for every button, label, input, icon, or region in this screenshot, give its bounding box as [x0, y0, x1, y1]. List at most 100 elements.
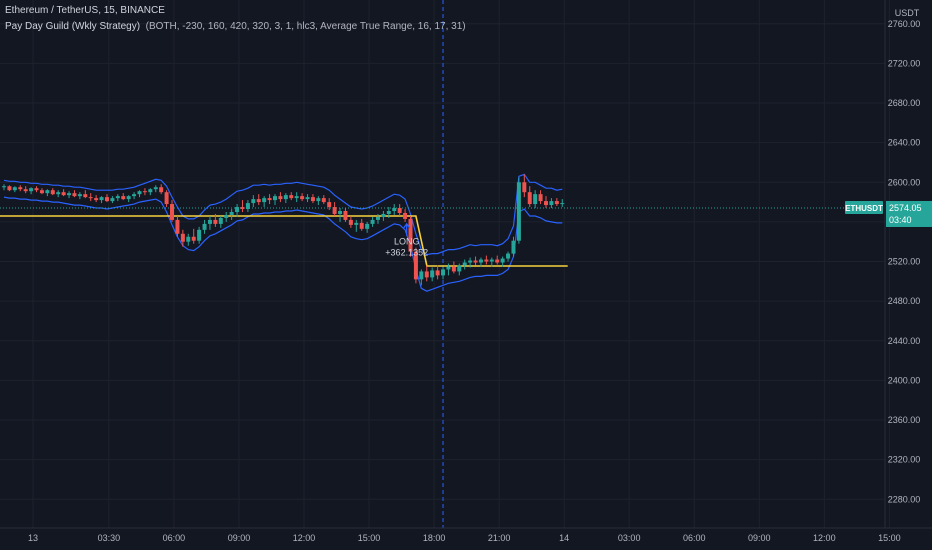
price-tick-label: 2480.00: [888, 296, 921, 306]
candle-body: [310, 197, 315, 202]
candle-body: [94, 198, 99, 201]
price-tick-label: 2760.00: [888, 19, 921, 29]
candle-body: [533, 194, 538, 205]
last-price-value: 2574.05: [889, 203, 922, 213]
candle-body: [516, 182, 521, 241]
time-tick-label: 21:00: [488, 533, 511, 543]
candle-body: [99, 197, 104, 201]
trade-marker[interactable]: LONG +362.1352: [385, 222, 428, 258]
time-tick-label: 15:00: [878, 533, 901, 543]
candle-body: [538, 194, 543, 202]
price-tick-label: 2520.00: [888, 257, 921, 267]
candle-body: [229, 211, 234, 215]
candle-body: [137, 191, 142, 195]
candle-body: [441, 269, 446, 276]
candle-body: [186, 236, 191, 242]
candle-body: [18, 187, 23, 190]
candle-body: [126, 196, 131, 200]
candle-body: [7, 186, 12, 191]
price-tag: ETHUSDT 2574.05 03:40: [845, 200, 932, 227]
candle-body: [462, 262, 467, 266]
candle-body: [544, 201, 548, 206]
price-tick-label: 2640.00: [888, 138, 921, 148]
symbol-tag-label: ETHUSDT: [845, 204, 883, 213]
candle-body: [245, 203, 250, 210]
candle-body: [267, 198, 272, 201]
price-tick-label: 2280.00: [888, 494, 921, 504]
price-tick-label: 2680.00: [888, 98, 921, 108]
candle-body: [197, 229, 202, 241]
candle-body: [77, 194, 82, 197]
time-tick-label: 12:00: [813, 533, 836, 543]
candles: [2, 174, 565, 286]
candle-body: [419, 271, 424, 280]
candle-body: [473, 260, 478, 263]
symbol-tag: [845, 200, 883, 214]
time-tick-label: 09:00: [748, 533, 771, 543]
candle-body: [397, 208, 402, 213]
candle-body: [457, 265, 462, 272]
candle-body: [413, 251, 418, 280]
time-tick-label: 06:00: [163, 533, 186, 543]
trade-side-label: LONG: [394, 237, 420, 247]
atr-band-upper: [3, 173, 563, 256]
candle-body: [424, 271, 429, 278]
candle-body: [403, 212, 408, 219]
candle-body: [159, 187, 164, 193]
time-tick-label: 13: [28, 533, 38, 543]
trade-profit-label: +362.1352: [385, 248, 428, 258]
candle-body: [153, 187, 158, 190]
candle-body: [164, 192, 169, 205]
price-tick-label: 2440.00: [888, 336, 921, 346]
candle-body: [321, 198, 326, 203]
time-tick-label: 15:00: [358, 533, 381, 543]
candle-body: [29, 188, 34, 192]
price-tick-label: 2360.00: [888, 415, 921, 425]
candle-body: [332, 207, 337, 214]
candle-body: [88, 197, 93, 199]
candle-body: [522, 182, 527, 193]
candle-body: [489, 259, 494, 262]
bar-countdown: 03:40: [889, 215, 912, 225]
candle-body: [175, 219, 180, 234]
candle-body: [506, 253, 511, 259]
strategy-legend[interactable]: Pay Day Guild (Wkly Strategy) (BOTH, -23…: [5, 21, 466, 32]
candle-body: [386, 211, 391, 214]
candle-body: [408, 218, 413, 252]
candle-body: [343, 211, 348, 220]
strategy-params: (BOTH, -230, 160, 420, 320, 3, 1, hlc3, …: [145, 21, 466, 32]
price-axis[interactable]: 2760.002720.002680.002640.002600.002560.…: [888, 19, 921, 504]
candle-body: [446, 266, 451, 270]
time-tick-label: 12:00: [293, 533, 316, 543]
candle-body: [34, 188, 39, 191]
atr-band-lower: [3, 196, 563, 292]
candle-body: [115, 196, 120, 199]
candle-body: [61, 192, 66, 196]
candle-body: [375, 216, 380, 220]
price-tick-label: 2720.00: [888, 58, 921, 68]
time-tick-label: 03:30: [98, 533, 121, 543]
candle-body: [67, 193, 72, 196]
last-price-tag: [886, 200, 932, 227]
candle-body: [381, 213, 386, 217]
candle-body: [45, 190, 50, 194]
strategy-name: Pay Day Guild (Wkly Strategy): [5, 21, 141, 32]
time-tick-label: 03:00: [618, 533, 641, 543]
candle-body: [12, 187, 17, 191]
candle-body: [354, 222, 359, 225]
candle-body: [300, 196, 305, 200]
candle-body: [283, 195, 288, 200]
time-axis[interactable]: 13 03:30 06:00 09:00 12:00 15:00 18:00 21:00 14 0…: [28, 533, 901, 543]
candle-body: [72, 193, 77, 197]
candle-body: [213, 219, 218, 224]
candle-body: [451, 266, 456, 272]
candle-body: [235, 207, 240, 212]
candle-body: [327, 202, 332, 208]
currency-label[interactable]: USDT: [895, 8, 920, 18]
candle-body: [348, 219, 353, 225]
candle-body: [191, 236, 196, 241]
symbol-title[interactable]: Ethereum / TetherUS, 15, BINANCE: [5, 5, 165, 16]
candle-body: [289, 195, 294, 199]
candle-body: [484, 259, 489, 262]
